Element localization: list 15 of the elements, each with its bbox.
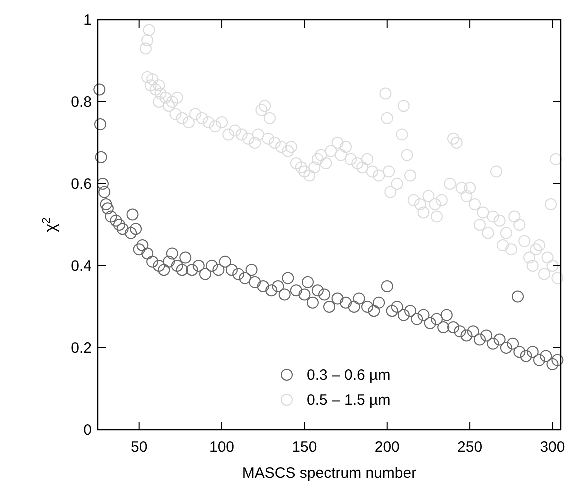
x-tick-label: 300 — [540, 439, 566, 456]
y-tick-label: 0 — [84, 422, 92, 439]
legend-label: 0.3 – 0.6 µm — [307, 367, 391, 384]
x-tick-label: 200 — [374, 439, 400, 456]
x-tick-label: 100 — [210, 439, 235, 456]
legend-label: 0.5 – 1.5 µm — [307, 392, 391, 409]
y-tick-label: 0.4 — [71, 258, 92, 275]
x-tick-label: 50 — [130, 439, 148, 456]
x-axis-title: MASCS spectrum number — [242, 465, 417, 482]
y-tick-label: 1 — [84, 12, 92, 29]
y-tick-label: 0.6 — [71, 176, 92, 193]
y-tick-label: 0.2 — [71, 340, 92, 357]
x-tick-label: 150 — [292, 439, 318, 456]
y-tick-label: 0.8 — [71, 94, 92, 111]
x-tick-label: 250 — [458, 439, 483, 456]
